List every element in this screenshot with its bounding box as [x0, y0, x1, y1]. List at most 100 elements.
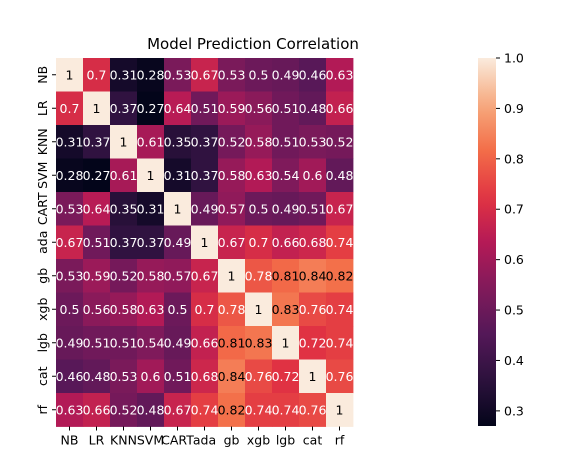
- heatmap-cell: [137, 259, 165, 293]
- cell-value-label: 0.31: [110, 67, 138, 82]
- cell-value-label: 0.51: [191, 101, 219, 116]
- heatmap-cell: [272, 326, 300, 360]
- cell-value-label: 0.59: [218, 101, 246, 116]
- heatmap-cell: [191, 359, 219, 394]
- cell-value-label: 0.48: [137, 402, 165, 417]
- heatmap-cell: [245, 292, 273, 327]
- cell-value-label: 0.53: [218, 67, 246, 82]
- heatmap-cell: [56, 192, 84, 226]
- heatmap-cell: [56, 393, 84, 427]
- heatmap-cell: [56, 125, 84, 159]
- heatmap-cell: [299, 125, 327, 159]
- heatmap-cell: [137, 158, 165, 193]
- cell-value-label: 0.67: [164, 402, 192, 417]
- cell-value-label: 0.64: [164, 101, 192, 116]
- heatmap-cell: [164, 259, 192, 293]
- heatmap-cell: [191, 91, 219, 126]
- cell-value-label: 1: [282, 335, 290, 350]
- heatmap-cell: [110, 292, 138, 327]
- heatmap-cell: [218, 259, 246, 293]
- cell-value-label: 0.53: [164, 67, 192, 82]
- heatmap-cell: [137, 359, 165, 394]
- cell-value-label: 0.64: [83, 201, 111, 216]
- cell-value-label: 0.51: [83, 235, 111, 250]
- heatmap-cell: [218, 91, 246, 126]
- heatmap-cell: [56, 158, 84, 193]
- heatmap-cell: [299, 58, 327, 92]
- cell-value-label: 1: [336, 402, 344, 417]
- cell-value-label: 0.52: [218, 134, 246, 149]
- cell-value-label: 0.63: [137, 302, 165, 317]
- colorbar-tick-label: 0.5: [504, 303, 524, 318]
- cell-value-label: 1: [201, 235, 209, 250]
- heatmap-cell: [110, 259, 138, 293]
- heatmap-cell: [272, 225, 300, 260]
- heatmap-cell: [191, 326, 219, 360]
- heatmap-cell: [272, 91, 300, 126]
- cell-value-label: 0.54: [137, 335, 165, 350]
- heatmap-cell: [272, 192, 300, 226]
- heatmap-cell: [164, 225, 192, 260]
- heatmap-cell: [83, 192, 111, 226]
- cell-value-label: 0.68: [191, 369, 219, 384]
- cell-value-label: 0.53: [56, 268, 84, 283]
- cell-value-label: 0.84: [299, 268, 327, 283]
- cell-value-label: 0.63: [245, 168, 273, 183]
- heatmap-cell: [218, 158, 246, 193]
- x-tick-label: ada: [193, 433, 216, 448]
- heatmap-cell: [326, 125, 354, 159]
- heatmap-cell: [326, 192, 354, 226]
- heatmap-cell: [299, 393, 327, 427]
- cell-value-label: 0.66: [326, 101, 354, 116]
- heatmap-cell: [56, 359, 84, 394]
- heatmap-cell: [83, 225, 111, 260]
- heatmap-cell: [272, 359, 300, 394]
- heatmap-cell: [326, 359, 354, 394]
- heatmap-cell: [110, 192, 138, 226]
- heatmap-cell: [299, 292, 327, 327]
- cell-value-label: 0.51: [299, 201, 327, 216]
- colorbar-tick-label: 0.3: [504, 403, 524, 418]
- cell-value-label: 0.51: [272, 134, 300, 149]
- heatmap-cell: [191, 259, 219, 293]
- x-tick-label: xgb: [247, 433, 270, 448]
- cell-value-label: 0.82: [326, 268, 354, 283]
- heatmap-cell: [218, 192, 246, 226]
- cell-value-label: 0.27: [137, 101, 165, 116]
- cell-value-label: 1: [228, 268, 236, 283]
- heatmap-cell: [137, 292, 165, 327]
- cell-value-label: 0.51: [83, 335, 111, 350]
- heatmap-cell: [110, 326, 138, 360]
- heatmap-cell: [272, 58, 300, 92]
- heatmap-cell: [191, 192, 219, 226]
- x-tick-label: cat: [303, 433, 323, 448]
- heatmap-cell: [56, 58, 84, 92]
- heatmap-cell: [299, 359, 327, 394]
- cell-value-label: 0.58: [110, 302, 138, 317]
- cell-value-label: 0.58: [218, 168, 246, 183]
- heatmap-cell: [137, 91, 165, 126]
- cell-value-label: 0.66: [191, 335, 219, 350]
- heatmap-cell: [272, 125, 300, 159]
- cell-value-label: 0.31: [137, 201, 165, 216]
- heatmap-cell: [218, 393, 246, 427]
- cell-value-label: 0.37: [191, 134, 219, 149]
- heatmap-cell: [137, 125, 165, 159]
- cell-value-label: 0.6: [141, 369, 161, 384]
- heatmap-cell: [56, 259, 84, 293]
- heatmap-cell: [83, 359, 111, 394]
- y-tick-label: cat: [35, 366, 50, 386]
- heatmap-cell: [245, 158, 273, 193]
- heatmap-cell: [164, 326, 192, 360]
- cell-value-label: 0.49: [191, 201, 219, 216]
- x-tick-label: SVM: [137, 433, 164, 448]
- heatmap-cell: [245, 225, 273, 260]
- heatmap-cell: [299, 91, 327, 126]
- cell-value-label: 1: [255, 302, 263, 317]
- heatmap-cell: [245, 91, 273, 126]
- heatmap-cell: [218, 225, 246, 260]
- cell-value-label: 0.51: [164, 369, 192, 384]
- cell-value-label: 0.57: [164, 268, 192, 283]
- heatmap-cell: [218, 326, 246, 360]
- cell-value-label: 0.72: [272, 369, 300, 384]
